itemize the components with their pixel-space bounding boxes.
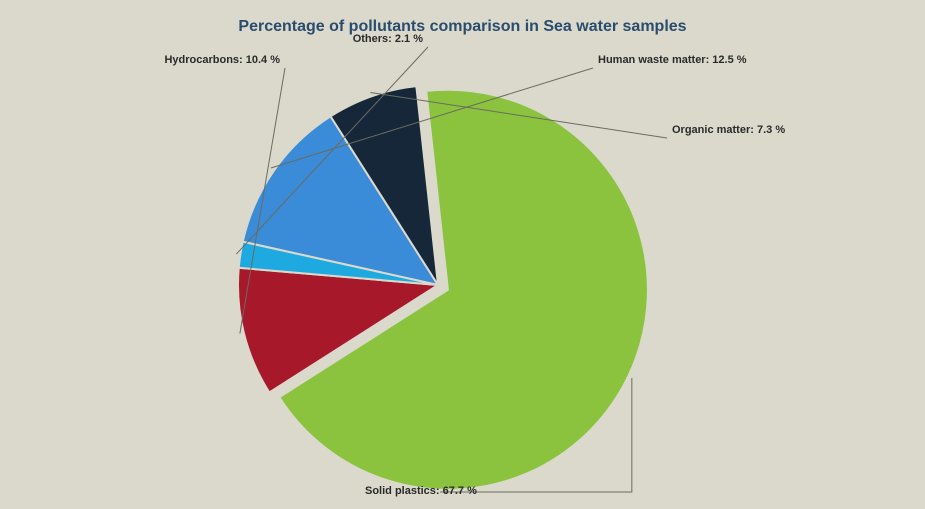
pie-slice-label: Solid plastics: 67.7 %	[365, 485, 477, 497]
pie-slice-label: Human waste matter: 12.5 %	[598, 54, 747, 66]
pie-slice-label: Others: 2.1 %	[353, 33, 423, 45]
pie-chart: Percentage of pollutants comparison in S…	[0, 0, 925, 509]
pie-slice-label: Organic matter: 7.3 %	[672, 124, 785, 136]
pie-slice-label: Hydrocarbons: 10.4 %	[164, 54, 280, 66]
pie-svg	[0, 0, 925, 509]
